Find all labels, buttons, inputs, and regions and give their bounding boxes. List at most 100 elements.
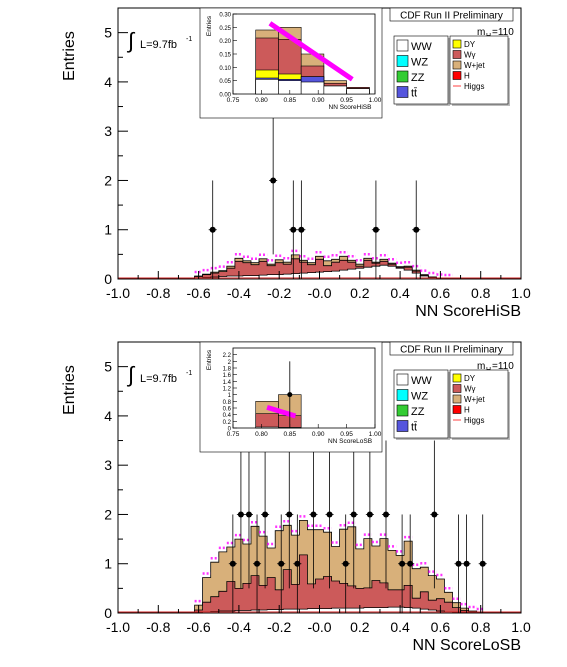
inset-x-tick-label: 0.95	[340, 431, 353, 438]
legend-label: Wγ	[464, 385, 476, 394]
inset-bar-ww	[255, 426, 279, 429]
header-text: CDF Run II Preliminary	[400, 345, 503, 356]
hist-layer-w-	[194, 554, 485, 614]
x-tick-label: -0.2	[267, 285, 291, 301]
inset-y-tick-label: 2	[228, 360, 232, 366]
mass-value: =110	[492, 27, 514, 38]
data-point	[254, 560, 261, 567]
inset-y-tick-label: 0.20	[219, 39, 231, 45]
inset-y-axis-title: Entries	[206, 349, 213, 370]
inset-y-tick-label: 2.2	[223, 353, 232, 359]
legend-swatch	[452, 394, 462, 404]
x-tick-label: 0.2	[350, 285, 370, 301]
mass-label: m	[477, 361, 485, 372]
legend-swatch	[396, 373, 409, 386]
legend-label: ZZ	[411, 72, 425, 84]
legend-swatch	[452, 405, 462, 414]
data-point	[431, 511, 438, 518]
data-point	[237, 511, 244, 518]
legend-label: H	[464, 72, 470, 81]
legend-swatch	[452, 373, 462, 383]
legend-swatch	[452, 50, 462, 59]
inset-y-tick-label: 0.4	[223, 413, 232, 419]
x-tick-label: -0.8	[146, 285, 170, 301]
x-tick-label: 0.6	[431, 285, 451, 301]
x-tick-label: -0.0	[307, 285, 331, 301]
data-point	[229, 560, 236, 567]
legend-label: WW	[411, 375, 432, 387]
inset-y-tick-label: 1.4	[223, 380, 232, 386]
inset-y-tick-label: 1.2	[223, 387, 232, 393]
inset-x-tick-label: 0.85	[283, 431, 296, 438]
integral-symbol: ∫	[126, 362, 136, 387]
inset-y-tick-label: 0.00	[219, 93, 231, 99]
x-tick-label: -0.4	[227, 619, 251, 635]
data-point	[350, 511, 357, 518]
data-point	[286, 511, 293, 518]
inset-y-axis-title: Entries	[206, 15, 213, 36]
inset-x-tick-label: 0.90	[312, 97, 325, 104]
legend-label: W+jet	[464, 395, 485, 404]
y-tick-label: 0	[104, 605, 112, 621]
y-tick-label: 2	[104, 172, 112, 188]
legend-swatch	[396, 39, 409, 52]
header-box	[389, 341, 514, 356]
inset-x-tick-label: 0.90	[312, 431, 325, 438]
data-point	[407, 560, 414, 567]
inset-x-tick-label: 0.85	[283, 97, 296, 104]
data-point	[413, 226, 420, 233]
mass-label: m	[477, 27, 485, 38]
inset-bar-ww	[346, 88, 370, 95]
data-point	[382, 511, 389, 518]
legend-swatch	[452, 71, 462, 80]
x-tick-label: 0.4	[390, 285, 410, 301]
y-tick-label: 1	[104, 556, 112, 572]
inset-bar-ww	[323, 85, 347, 95]
lumi-label: L=9.7fb	[140, 39, 177, 51]
legend-label: Higgs	[464, 82, 484, 91]
inset-y-tick-label: 0.25	[219, 26, 231, 32]
x-tick-label: 0.4	[390, 619, 410, 635]
y-tick-label: 5	[104, 359, 112, 375]
inset-x-tick-label: 0.75	[227, 431, 240, 438]
data-point	[455, 560, 462, 567]
x-tick-label: 0.8	[471, 619, 491, 635]
x-axis-title: NN ScoreHiSB	[415, 303, 521, 320]
inset-y-tick-label: 1	[228, 393, 232, 399]
data-point	[310, 511, 317, 518]
lumi-label: L=9.7fb	[140, 373, 177, 385]
inset-syst-band	[268, 21, 354, 82]
data-point	[342, 560, 349, 567]
y-tick-label: 4	[104, 408, 112, 424]
inset-x-tick-label: 0.95	[340, 97, 353, 104]
x-tick-label: -1.0	[106, 285, 130, 301]
legend-swatch	[452, 39, 462, 49]
y-tick-label: 1	[104, 222, 112, 238]
y-tick-label: 0	[104, 271, 112, 287]
y-tick-label: 2	[104, 506, 112, 522]
data-point	[399, 560, 406, 567]
data-point	[270, 177, 277, 184]
x-tick-label: 0.6	[431, 619, 451, 635]
x-tick-label: 1.0	[511, 619, 531, 635]
x-tick-label: -1.0	[106, 619, 130, 635]
inset-x-axis-title: NN ScoreHiSB	[329, 104, 372, 111]
header-box	[389, 7, 514, 22]
legend-swatch	[396, 389, 409, 401]
inset-bar-ww	[300, 81, 325, 95]
legend-swatch	[396, 420, 409, 432]
inset-frame	[232, 347, 376, 429]
legend-label: DY	[464, 40, 476, 49]
inset-y-tick-label: 0.30	[219, 13, 231, 19]
x-tick-label: -0.6	[187, 619, 211, 635]
x-tick-label: 1.0	[511, 285, 531, 301]
inset-x-tick-label: 1.00	[369, 97, 382, 104]
data-point	[366, 511, 373, 518]
inset-y-tick-label: 1.8	[223, 367, 232, 373]
inset-x-tick-label: 1.00	[369, 431, 382, 438]
y-tick-label: 4	[104, 74, 112, 90]
inset-bar-w-	[255, 413, 279, 429]
y-tick-label: 3	[104, 123, 112, 139]
